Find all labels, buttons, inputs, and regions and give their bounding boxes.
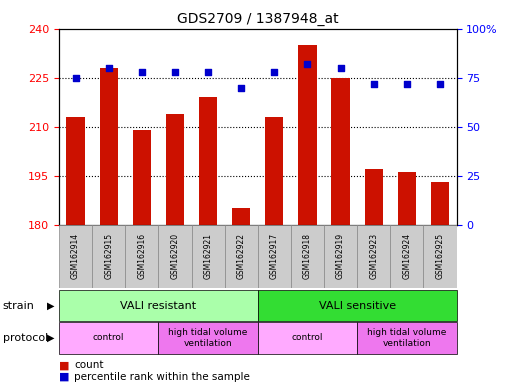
Bar <box>166 114 184 225</box>
Title: GDS2709 / 1387948_at: GDS2709 / 1387948_at <box>177 12 339 26</box>
Text: GSM162916: GSM162916 <box>137 233 146 280</box>
Text: percentile rank within the sample: percentile rank within the sample <box>74 372 250 382</box>
Point <box>105 65 113 71</box>
Text: GSM162922: GSM162922 <box>236 233 246 279</box>
Text: GSM162920: GSM162920 <box>170 233 180 280</box>
Point <box>337 65 345 71</box>
Bar <box>265 117 284 225</box>
Text: count: count <box>74 360 104 370</box>
Text: ▶: ▶ <box>47 333 54 343</box>
Bar <box>258 225 291 288</box>
Text: high tidal volume
ventilation: high tidal volume ventilation <box>367 328 446 348</box>
Text: control: control <box>93 333 125 343</box>
Point <box>303 61 311 67</box>
Bar <box>331 78 350 225</box>
Text: GSM162924: GSM162924 <box>402 233 411 280</box>
Point <box>204 69 212 75</box>
Bar <box>225 225 258 288</box>
Point <box>270 69 279 75</box>
Bar <box>232 208 250 225</box>
Bar <box>92 225 125 288</box>
Bar <box>365 169 383 225</box>
Bar <box>67 117 85 225</box>
Bar <box>431 182 449 225</box>
Text: GSM162923: GSM162923 <box>369 233 378 280</box>
Text: protocol: protocol <box>3 333 48 343</box>
Bar <box>191 225 225 288</box>
Bar <box>125 225 159 288</box>
Bar <box>324 225 357 288</box>
Text: ■: ■ <box>59 360 69 370</box>
Text: ▶: ▶ <box>47 301 54 311</box>
Text: high tidal volume
ventilation: high tidal volume ventilation <box>168 328 248 348</box>
Bar <box>299 45 317 225</box>
Text: GSM162914: GSM162914 <box>71 233 80 280</box>
Bar <box>357 225 390 288</box>
Text: VALI resistant: VALI resistant <box>121 301 196 311</box>
Point <box>171 69 179 75</box>
Text: GSM162918: GSM162918 <box>303 233 312 279</box>
Text: GSM162919: GSM162919 <box>336 233 345 280</box>
Text: GSM162925: GSM162925 <box>436 233 444 280</box>
Bar <box>133 130 151 225</box>
Bar <box>398 172 416 225</box>
Text: control: control <box>292 333 323 343</box>
Point <box>436 81 444 87</box>
Text: GSM162915: GSM162915 <box>104 233 113 280</box>
Point <box>403 81 411 87</box>
Text: ■: ■ <box>59 372 69 382</box>
Bar <box>423 225 457 288</box>
Bar <box>390 225 423 288</box>
Point <box>370 81 378 87</box>
Point <box>137 69 146 75</box>
Point <box>71 74 80 81</box>
Text: VALI sensitive: VALI sensitive <box>319 301 396 311</box>
Point <box>237 84 245 91</box>
Bar <box>59 225 92 288</box>
Text: GSM162921: GSM162921 <box>204 233 212 279</box>
Text: GSM162917: GSM162917 <box>270 233 279 280</box>
Bar <box>159 225 191 288</box>
Text: strain: strain <box>3 301 34 311</box>
Bar <box>291 225 324 288</box>
Bar <box>199 97 217 225</box>
Bar <box>100 68 118 225</box>
